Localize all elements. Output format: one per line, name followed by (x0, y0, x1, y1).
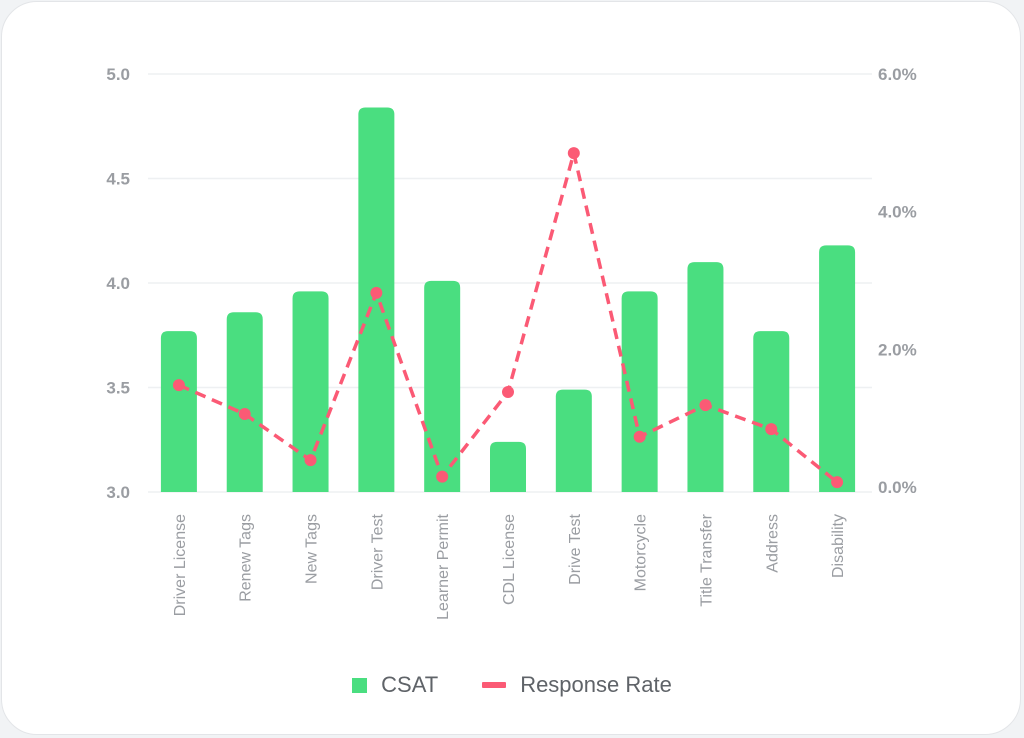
y-right-tick-label: 2.0% (878, 340, 917, 359)
legend-label: Response Rate (520, 672, 672, 697)
y-right-tick-label: 0.0% (878, 478, 917, 497)
x-tick-label: Driver Test (369, 513, 386, 590)
response-rate-point (172, 379, 185, 392)
csat-swatch-icon (352, 677, 368, 693)
x-tick-label: New Tags (304, 514, 321, 584)
x-tick-label: Driver License (172, 514, 189, 616)
x-tick-label: Address (764, 514, 781, 573)
csat-bar (555, 389, 592, 492)
y-left-tick-label: 3.5 (106, 379, 130, 398)
response-rate-point (633, 430, 646, 443)
csat-bar (490, 441, 526, 492)
x-tick-label: Drive Test (567, 513, 584, 584)
legend-label: CSAT (381, 672, 439, 697)
response-rate-path (178, 151, 839, 484)
response-rate-point (765, 423, 778, 436)
csat-bar (753, 331, 790, 492)
x-tick-label: Motorcycle (633, 514, 650, 591)
response-rate-point (304, 454, 317, 467)
legend-item-response-rate[interactable]: Response Rate (482, 672, 672, 698)
legend-item-csat[interactable]: CSAT (352, 672, 438, 698)
response-rate-line (172, 147, 844, 489)
response-rate-point (831, 476, 844, 489)
x-tick-label: Renew Tags (238, 514, 255, 602)
legend: CSAT Response Rate (0, 672, 1024, 698)
y-left-tick-label: 4.5 (106, 170, 130, 189)
csat-bar (160, 331, 197, 492)
response-rate-point (238, 408, 251, 421)
csat-bar (687, 262, 724, 492)
y-axis-right: 0.0% 2.0% 4.0% 6.0% (878, 65, 917, 497)
y-right-tick-label: 6.0% (878, 65, 917, 84)
csat-bar (819, 245, 856, 492)
response-rate-point (699, 399, 712, 412)
x-tick-label: Disability (830, 514, 847, 578)
x-tick-label: Title Transfer (698, 513, 715, 606)
x-axis-labels: Driver License Renew Tags New Tags Driver T… (172, 513, 847, 620)
y-left-tick-label: 3.0 (106, 483, 130, 502)
x-tick-label: Learner Permit (435, 513, 452, 619)
response-rate-point (370, 286, 383, 299)
y-left-tick-label: 4.0 (106, 274, 130, 293)
csat-bar (358, 107, 395, 492)
x-tick-label: CDL License (501, 514, 518, 605)
response-rate-point (567, 147, 580, 160)
y-right-tick-label: 4.0% (878, 203, 917, 222)
y-left-tick-label: 5.0 (106, 65, 130, 84)
response-rate-point (436, 470, 449, 483)
response-rate-point (502, 386, 514, 399)
csat-bar (226, 312, 263, 492)
csat-bar (424, 280, 461, 492)
csat-bars (160, 107, 856, 492)
csat-bar (621, 291, 658, 492)
response-rate-swatch-icon (482, 682, 507, 688)
y-axis-left: 3.0 3.5 4.0 4.5 5.0 (106, 65, 130, 502)
